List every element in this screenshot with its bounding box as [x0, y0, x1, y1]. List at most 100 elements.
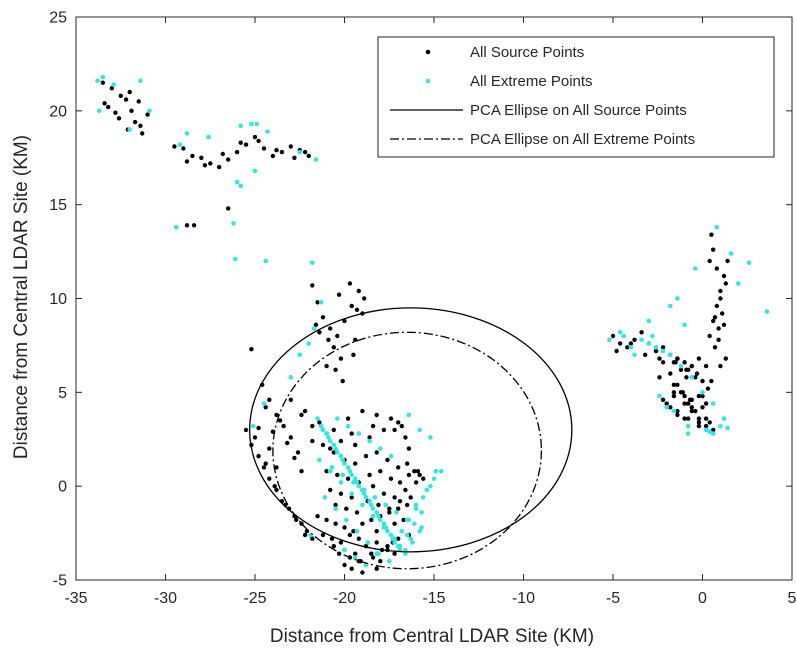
extreme-point: [249, 121, 254, 127]
source-point: [378, 559, 383, 564]
source-point: [310, 283, 315, 288]
extreme-point: [318, 423, 324, 429]
legend-label: PCA Ellipse on All Extreme Points: [470, 131, 695, 148]
source-point: [723, 281, 728, 286]
source-point: [673, 360, 678, 365]
y-tick-labels: -5 0 5 10 15 20 25: [49, 10, 67, 590]
source-point: [338, 356, 344, 361]
extreme-point: [689, 375, 695, 380]
source-point: [172, 144, 177, 149]
source-point: [274, 412, 279, 418]
extreme-point: [406, 412, 412, 418]
source-point: [385, 544, 390, 549]
extreme-point: [703, 427, 709, 433]
source-point: [344, 506, 349, 511]
extreme-point: [297, 149, 303, 155]
source-point: [614, 348, 619, 354]
extreme-point: [395, 543, 401, 549]
source-point: [140, 131, 145, 136]
source-point: [678, 390, 684, 395]
source-point: [367, 435, 372, 440]
source-point: [374, 529, 379, 534]
extreme-point: [725, 425, 730, 431]
extreme-point: [206, 134, 211, 140]
y-tick-label: 0: [58, 479, 67, 496]
extreme-point: [254, 121, 260, 127]
source-point: [664, 401, 669, 406]
source-point: [709, 378, 714, 384]
extreme-point: [95, 78, 100, 84]
extreme-point: [297, 352, 303, 358]
extreme-point: [728, 251, 734, 256]
source-point: [392, 427, 397, 433]
source-point: [700, 378, 705, 384]
source-point: [145, 112, 150, 117]
extreme-point: [335, 450, 340, 455]
extreme-point: [352, 476, 358, 482]
source-point: [261, 146, 267, 151]
source-point: [712, 345, 718, 350]
extreme-point: [399, 528, 405, 534]
extreme-point: [607, 337, 612, 343]
source-point: [302, 532, 308, 538]
extreme-point: [650, 333, 655, 339]
extreme-point: [413, 506, 419, 512]
source-point: [370, 555, 376, 560]
extreme-point: [378, 517, 383, 523]
source-point: [184, 159, 190, 164]
extreme-point: [329, 465, 335, 470]
source-point: [181, 146, 186, 151]
extreme-point: [138, 78, 143, 84]
extreme-point: [417, 427, 423, 433]
source-point: [100, 80, 106, 85]
extreme-point: [310, 260, 315, 266]
x-tick-label: -25: [243, 590, 266, 607]
source-point: [313, 322, 319, 327]
source-point: [392, 551, 397, 556]
y-tick-label: 25: [49, 10, 67, 27]
extreme-point: [675, 296, 680, 301]
extreme-point: [354, 480, 360, 485]
source-point: [208, 161, 213, 166]
source-point: [342, 562, 347, 568]
source-point: [288, 397, 293, 402]
source-point: [381, 427, 387, 433]
x-tick-label: -20: [333, 590, 356, 607]
extreme-point: [664, 405, 669, 410]
source-point: [705, 386, 711, 391]
extreme-point: [632, 352, 637, 358]
source-point: [335, 472, 340, 478]
source-point: [689, 408, 694, 414]
source-point: [370, 423, 376, 429]
extreme-point: [97, 108, 102, 114]
source-point: [292, 155, 297, 160]
source-point: [238, 140, 243, 145]
source-point: [718, 296, 723, 301]
source-point: [116, 116, 122, 121]
legend: All Source Points All Extreme Points PCA E…: [377, 36, 775, 158]
source-point: [396, 465, 401, 470]
source-point: [354, 307, 360, 312]
source-point: [288, 144, 293, 149]
extreme-point: [639, 337, 644, 343]
source-point: [682, 416, 687, 421]
source-point: [263, 461, 268, 466]
extreme-point: [746, 260, 752, 266]
source-point: [421, 476, 426, 481]
extreme-point: [365, 540, 371, 545]
extreme-point: [408, 536, 414, 541]
extreme-point: [351, 480, 356, 485]
x-axis-label: Distance from Central LDAR Site (KM): [270, 626, 594, 647]
source-point: [628, 341, 634, 346]
source-point: [707, 333, 712, 339]
extreme-point: [327, 438, 333, 444]
source-point: [234, 149, 240, 155]
extreme-point: [433, 468, 439, 474]
extreme-point: [238, 183, 243, 189]
ellipses: [248, 307, 573, 570]
source-point: [331, 427, 336, 433]
extreme-point: [352, 555, 358, 560]
source-point: [333, 521, 338, 526]
source-point: [217, 164, 222, 170]
